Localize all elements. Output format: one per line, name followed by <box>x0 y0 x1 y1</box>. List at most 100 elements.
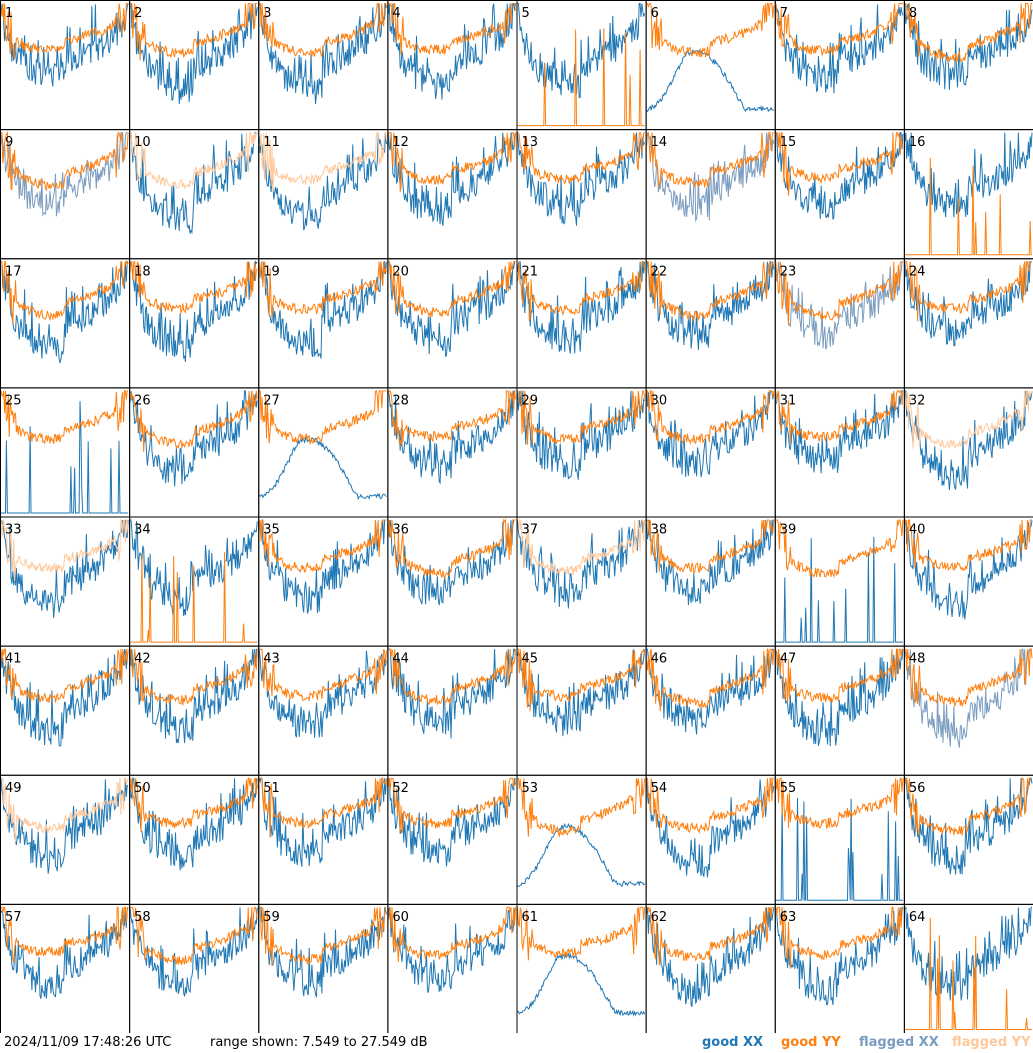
panel-label: 46 <box>651 652 668 667</box>
panel-label: 17 <box>5 264 22 279</box>
panel-49: 49 <box>0 774 131 905</box>
panel-label: 52 <box>392 781 409 796</box>
panel-label: 9 <box>5 135 13 150</box>
panel-label: 38 <box>651 523 668 538</box>
good-yy-line-31 <box>775 390 904 444</box>
panel-31: 31 <box>774 387 905 518</box>
good-yy-line-57 <box>1 906 129 964</box>
panel-label: 26 <box>134 393 151 408</box>
panel-2: 2 <box>129 0 260 131</box>
good-yy-line-3 <box>259 3 387 58</box>
good-yy-line-53 <box>517 777 646 838</box>
good-xx-line-51 <box>258 777 387 867</box>
panel-label: 31 <box>780 393 797 408</box>
panel-label: 41 <box>5 652 22 667</box>
good-yy-line-47 <box>775 648 904 703</box>
panel-58: 58 <box>129 903 260 1033</box>
panel-label: 59 <box>263 910 280 925</box>
good-yy-line-6 <box>646 3 775 58</box>
panel-border <box>0 0 131 131</box>
good-yy-line-4 <box>388 2 516 55</box>
good-yy-line-18 <box>129 261 258 315</box>
panel-41: 41 <box>0 645 131 776</box>
panel-28: 28 <box>387 387 518 518</box>
panel-6: 6 <box>645 0 776 131</box>
good-xx-line-19 <box>258 260 387 359</box>
good-yy-line-12 <box>388 132 516 192</box>
panel-15: 15 <box>774 129 905 260</box>
good-xx-line-7 <box>775 3 904 94</box>
panel-label: 14 <box>651 135 668 150</box>
good-yy-line-39 <box>775 519 904 579</box>
panel-47: 47 <box>774 645 905 776</box>
panel-16: 16 <box>903 129 1033 260</box>
good-yy-line-52 <box>387 777 516 834</box>
good-yy-line-54 <box>646 777 774 835</box>
flagged-yy-line-11 <box>259 132 387 193</box>
panel-10: 10 <box>129 129 260 260</box>
good-xx-line-18 <box>129 260 258 362</box>
good-xx-line-26 <box>129 390 258 487</box>
panel-label: 20 <box>392 264 409 279</box>
good-yy-line-43 <box>259 648 387 702</box>
good-yy-line-29 <box>517 389 646 445</box>
good-yy-line-45 <box>517 648 646 712</box>
panel-8: 8 <box>903 0 1033 131</box>
good-xx-line-37 <box>517 519 646 609</box>
panel-label: 64 <box>909 910 926 925</box>
good-xx-line-57 <box>0 907 129 999</box>
panel-51: 51 <box>258 774 389 905</box>
good-xx-line-20 <box>388 261 516 358</box>
panel-38: 38 <box>645 516 776 647</box>
good-xx-line-40 <box>904 519 1033 620</box>
panel-20: 20 <box>387 258 518 389</box>
panel-17: 17 <box>0 258 131 389</box>
good-yy-line-40 <box>904 518 1032 572</box>
panel-label: 62 <box>651 910 668 925</box>
good-xx-line-60 <box>387 907 516 993</box>
panel-4: 4 <box>387 0 518 131</box>
good-xx-line-24 <box>904 261 1032 347</box>
flagged-xx-line-14 <box>646 132 775 223</box>
flagged-xx-line-48 <box>904 648 1032 748</box>
panel-59: 59 <box>258 903 389 1033</box>
panel-5: 5 <box>516 0 647 131</box>
panel-label: 48 <box>909 652 926 667</box>
panel-label: 35 <box>263 523 280 538</box>
good-yy-line-19 <box>258 259 387 318</box>
footer: 2024/11/09 17:48:26 UTC range shown: 7.5… <box>0 1033 1033 1053</box>
good-yy-line-26 <box>129 390 258 452</box>
good-yy-line-9 <box>1 131 129 192</box>
good-xx-line-5 <box>517 3 646 99</box>
good-yy-line-20 <box>388 261 516 317</box>
good-xx-line-44 <box>388 648 516 739</box>
good-yy-line-34 <box>130 552 258 643</box>
good-yy-line-41 <box>0 648 129 704</box>
panel-57: 57 <box>0 903 131 1033</box>
panel-label: 30 <box>651 393 668 408</box>
good-xx-line-6 <box>646 49 775 113</box>
good-yy-line-28 <box>387 390 516 447</box>
panel-1: 1 <box>0 0 131 131</box>
good-yy-line-1 <box>0 3 129 59</box>
panel-label: 53 <box>522 781 539 796</box>
good-xx-line-46 <box>646 648 775 735</box>
panel-label: 61 <box>522 910 539 925</box>
good-yy-line-24 <box>904 261 1032 322</box>
panel-43: 43 <box>258 645 389 776</box>
panel-label: 58 <box>134 910 151 925</box>
good-xx-line-2 <box>130 3 258 105</box>
panel-border <box>774 0 905 131</box>
good-xx-line-35 <box>259 519 387 615</box>
good-xx-line-28 <box>387 390 516 485</box>
panel-63: 63 <box>774 903 905 1033</box>
panel-label: 2 <box>134 6 142 21</box>
good-yy-line-17 <box>0 261 129 326</box>
panel-label: 47 <box>780 652 797 667</box>
panel-label: 33 <box>5 523 22 538</box>
panel-32: 32 <box>903 387 1033 518</box>
panel-45: 45 <box>516 645 647 776</box>
legend-good-xx: good XX <box>702 1035 764 1050</box>
panel-34: 34 <box>129 516 260 647</box>
panel-label: 36 <box>392 523 409 538</box>
